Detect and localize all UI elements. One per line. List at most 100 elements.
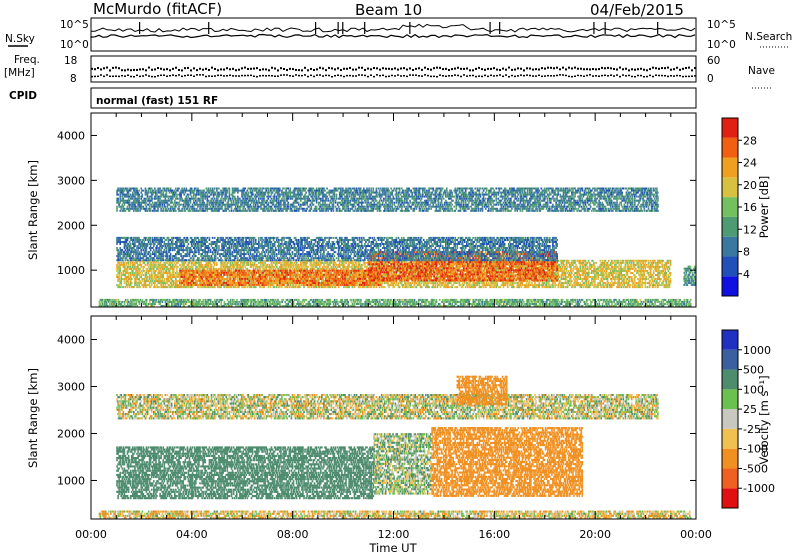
heatmap-cell bbox=[338, 286, 340, 288]
heatmap-cell bbox=[106, 303, 108, 305]
heatmap-cell bbox=[139, 286, 141, 288]
heatmap-cell bbox=[309, 301, 311, 303]
heatmap-cell bbox=[610, 299, 612, 301]
heatmap-cell bbox=[141, 272, 143, 274]
heatmap-cell bbox=[504, 301, 506, 303]
heatmap-cell bbox=[179, 278, 181, 280]
freq-label: Freq. bbox=[14, 54, 40, 66]
heatmap-cell bbox=[299, 286, 301, 288]
heatmap-cell bbox=[625, 303, 627, 305]
heatmap-cell bbox=[316, 286, 318, 288]
freq-traces bbox=[91, 67, 696, 78]
heatmap-cell bbox=[461, 303, 463, 305]
heatmap-cell bbox=[517, 299, 519, 301]
heatmap-cell bbox=[402, 301, 404, 303]
heatmap-cell bbox=[614, 303, 616, 305]
heatmap-cell bbox=[230, 301, 232, 303]
heatmap-cell bbox=[587, 303, 589, 305]
heatmap-cell bbox=[272, 264, 274, 266]
heatmap-cell bbox=[121, 303, 123, 305]
heatmap-cell bbox=[157, 262, 159, 264]
heatmap-cell bbox=[500, 303, 502, 305]
heatmap-cell bbox=[243, 264, 245, 266]
heatmap-cell bbox=[546, 301, 548, 303]
heatmap-cell bbox=[140, 299, 142, 301]
heatmap-cell bbox=[248, 299, 250, 301]
heatmap-cell bbox=[282, 299, 284, 301]
heatmap-cell bbox=[353, 262, 355, 264]
heatmap-cell bbox=[210, 299, 212, 301]
heatmap-cell bbox=[230, 262, 232, 264]
heatmap-cell bbox=[191, 264, 193, 266]
heatmap-cell bbox=[301, 284, 303, 286]
heatmap-cell bbox=[271, 262, 273, 264]
heatmap-cell bbox=[341, 301, 343, 303]
heatmap-cell bbox=[218, 301, 220, 303]
heatmap-cell bbox=[425, 303, 427, 305]
heatmap-cell bbox=[328, 268, 330, 270]
heatmap-cell bbox=[684, 301, 686, 303]
heatmap-cell bbox=[449, 303, 451, 305]
heatmap-cell bbox=[654, 303, 656, 305]
heatmap-cell bbox=[152, 280, 154, 282]
heatmap-cell bbox=[251, 303, 253, 305]
heatmap-cell bbox=[657, 299, 659, 301]
heatmap-cell bbox=[311, 286, 313, 288]
heatmap-cell bbox=[128, 280, 130, 282]
heatmap-cell bbox=[127, 268, 129, 270]
heatmap-cell bbox=[435, 303, 437, 305]
heatmap-cell bbox=[242, 268, 244, 270]
heatmap-cell bbox=[128, 276, 130, 278]
heatmap-cell bbox=[190, 268, 192, 270]
heatmap-cell bbox=[488, 301, 490, 303]
heatmap-cell bbox=[159, 268, 161, 270]
heatmap-cell bbox=[337, 276, 339, 278]
heatmap-cell bbox=[153, 278, 155, 280]
heatmap-cell bbox=[137, 299, 139, 301]
heatmap-cell bbox=[237, 303, 239, 305]
heatmap-cell bbox=[673, 299, 675, 301]
heatmap-cell bbox=[227, 264, 229, 266]
heatmap-cell bbox=[173, 284, 175, 286]
heatmap-cell bbox=[232, 303, 234, 305]
heatmap-cell bbox=[684, 299, 686, 301]
heatmap-cell bbox=[439, 299, 441, 301]
heatmap-cell bbox=[446, 301, 448, 303]
heatmap-cell bbox=[176, 280, 178, 282]
heatmap-cell bbox=[515, 303, 517, 305]
heatmap-cell bbox=[149, 284, 151, 286]
heatmap-cell bbox=[630, 303, 632, 305]
heatmap-cell bbox=[307, 266, 309, 268]
heatmap-cell bbox=[287, 299, 289, 301]
heatmap-cell bbox=[649, 303, 651, 305]
heatmap-cell bbox=[337, 301, 339, 303]
heatmap-cell bbox=[476, 299, 478, 301]
heatmap-cell bbox=[232, 262, 234, 264]
heatmap-cell bbox=[339, 262, 341, 264]
heatmap-cell bbox=[118, 272, 120, 274]
heatmap-cell bbox=[330, 301, 332, 303]
heatmap-cell bbox=[159, 278, 161, 280]
heatmap-cell bbox=[183, 303, 185, 305]
heatmap-cell bbox=[138, 278, 140, 280]
heatmap-cell bbox=[622, 303, 624, 305]
heatmap-cell bbox=[153, 262, 155, 264]
heatmap-cell bbox=[390, 303, 392, 305]
heatmap-cell bbox=[668, 299, 670, 301]
heatmap-cell bbox=[360, 299, 362, 301]
heatmap-cell bbox=[227, 299, 229, 301]
heatmap-cell bbox=[282, 266, 284, 268]
heatmap-cell bbox=[221, 268, 223, 270]
heatmap-cell bbox=[248, 264, 250, 266]
heatmap-cell bbox=[106, 301, 108, 303]
heatmap-cell bbox=[130, 303, 132, 305]
heatmap-cell bbox=[364, 262, 366, 264]
heatmap-cell bbox=[687, 301, 689, 303]
heatmap-cell bbox=[144, 278, 146, 280]
heatmap-cell bbox=[115, 301, 117, 303]
heatmap-cell bbox=[399, 299, 401, 301]
heatmap-cell bbox=[348, 264, 350, 266]
heatmap-cell bbox=[149, 274, 151, 276]
heatmap-cell bbox=[154, 284, 156, 286]
heatmap-cell bbox=[370, 303, 372, 305]
